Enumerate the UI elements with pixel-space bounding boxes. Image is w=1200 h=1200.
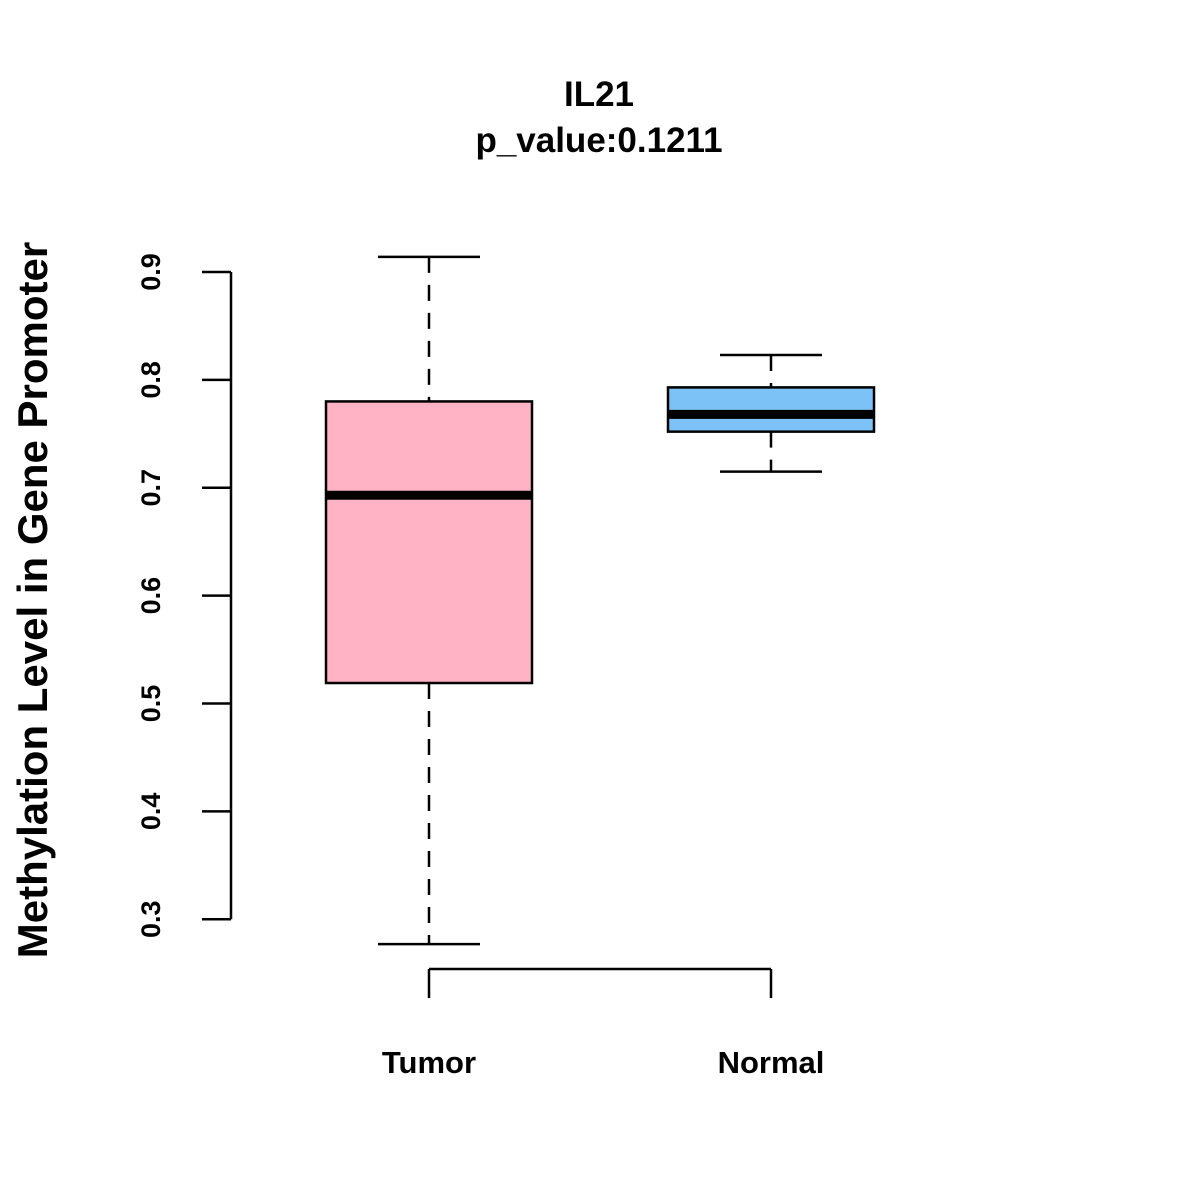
- iqr-box: [666, 386, 876, 433]
- y-axis-label: Methylation Level in Gene Promoter: [9, 242, 56, 958]
- box-normal: [666, 353, 876, 473]
- y-tick-label: 0.4: [136, 793, 166, 831]
- chart-subtitle: p_value:0.1211: [475, 121, 722, 160]
- y-tick-label: 0.3: [136, 901, 166, 939]
- y-tick-label: 0.5: [136, 685, 166, 723]
- y-tick-label: 0.8: [136, 361, 166, 399]
- y-axis: 0.3 0.4 0.5 0.6 0.7 0.8 0.9: [136, 253, 233, 939]
- x-axis: Tumor Normal: [382, 967, 825, 1080]
- y-tick-label: 0.6: [136, 577, 166, 615]
- iqr-box: [324, 400, 534, 685]
- x-tick-label: Normal: [718, 1045, 825, 1080]
- box-tumor: [324, 255, 534, 946]
- chart-title: IL21: [564, 75, 634, 114]
- box-group: [324, 255, 876, 946]
- y-tick-label: 0.7: [136, 469, 166, 507]
- x-tick-label: Tumor: [382, 1045, 476, 1080]
- y-tick-label: 0.9: [136, 253, 166, 291]
